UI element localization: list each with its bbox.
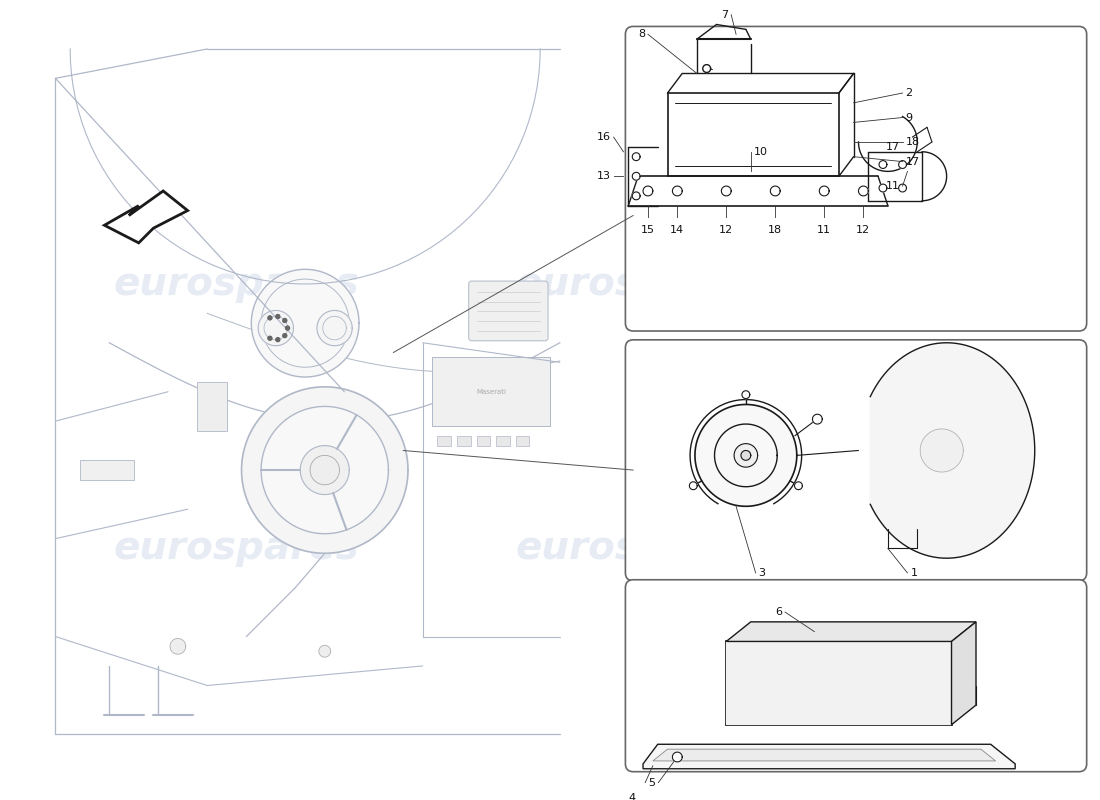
Text: eurospares: eurospares (113, 265, 360, 303)
Polygon shape (104, 191, 188, 243)
Polygon shape (734, 444, 758, 467)
Text: 11: 11 (886, 181, 900, 191)
Polygon shape (258, 310, 294, 346)
Polygon shape (261, 406, 388, 534)
Text: 15: 15 (641, 225, 654, 235)
Text: 2: 2 (905, 88, 913, 98)
Polygon shape (632, 153, 640, 161)
FancyBboxPatch shape (626, 26, 1087, 331)
Bar (476, 436, 491, 446)
Text: 12: 12 (719, 225, 734, 235)
Text: 6: 6 (776, 607, 782, 617)
Text: 17: 17 (905, 157, 920, 166)
Polygon shape (317, 310, 352, 346)
Text: 5: 5 (648, 778, 654, 789)
Polygon shape (632, 192, 640, 200)
Polygon shape (741, 390, 750, 398)
Polygon shape (644, 186, 652, 196)
Polygon shape (170, 638, 186, 654)
Polygon shape (952, 622, 976, 725)
Polygon shape (283, 334, 287, 338)
Polygon shape (899, 161, 906, 169)
Polygon shape (268, 316, 272, 320)
Text: 16: 16 (596, 132, 611, 142)
Text: 1: 1 (911, 568, 917, 578)
Polygon shape (652, 749, 996, 761)
Text: 13: 13 (596, 171, 611, 182)
Text: eurospares: eurospares (515, 265, 761, 303)
Bar (197, 382, 227, 431)
Polygon shape (794, 482, 802, 490)
Polygon shape (858, 186, 868, 196)
Text: Maserati: Maserati (476, 389, 506, 394)
Polygon shape (921, 429, 964, 472)
Polygon shape (879, 184, 887, 192)
FancyBboxPatch shape (626, 340, 1087, 581)
Polygon shape (276, 338, 279, 342)
Polygon shape (319, 646, 331, 657)
Text: 4: 4 (628, 793, 635, 800)
Polygon shape (310, 455, 340, 485)
Text: eurospares: eurospares (113, 530, 360, 567)
Text: 3: 3 (759, 568, 766, 578)
Polygon shape (632, 172, 640, 180)
FancyBboxPatch shape (469, 281, 548, 341)
Polygon shape (283, 318, 287, 322)
Polygon shape (722, 186, 732, 196)
FancyBboxPatch shape (626, 580, 1087, 772)
Polygon shape (741, 450, 751, 460)
Polygon shape (879, 161, 887, 169)
Bar (456, 436, 471, 446)
Polygon shape (690, 482, 697, 490)
Bar (516, 436, 529, 446)
Polygon shape (268, 336, 272, 340)
Polygon shape (242, 387, 408, 554)
Bar (726, 642, 952, 725)
Text: 18: 18 (768, 225, 782, 235)
Text: 8: 8 (638, 30, 645, 39)
Polygon shape (286, 326, 289, 330)
Text: 9: 9 (905, 113, 913, 122)
Text: 7: 7 (722, 10, 728, 20)
Polygon shape (820, 186, 829, 196)
Bar (438, 436, 451, 446)
Polygon shape (300, 446, 349, 494)
Polygon shape (899, 184, 906, 192)
Polygon shape (870, 342, 1035, 558)
Bar (432, 358, 550, 426)
Polygon shape (770, 186, 780, 196)
Polygon shape (813, 414, 822, 424)
Text: 14: 14 (670, 225, 684, 235)
Polygon shape (672, 752, 682, 762)
Polygon shape (276, 314, 279, 318)
Text: eurospares: eurospares (515, 530, 761, 567)
Polygon shape (672, 186, 682, 196)
Polygon shape (644, 744, 1015, 769)
Text: 11: 11 (817, 225, 832, 235)
Polygon shape (726, 622, 976, 642)
Polygon shape (715, 424, 778, 486)
Polygon shape (251, 270, 359, 377)
Bar (496, 436, 509, 446)
Text: 12: 12 (856, 225, 870, 235)
Text: 18: 18 (905, 137, 920, 147)
Polygon shape (703, 65, 711, 73)
Polygon shape (695, 405, 796, 506)
Bar (80, 460, 134, 480)
Text: 10: 10 (754, 146, 768, 157)
Text: 17: 17 (886, 142, 900, 152)
